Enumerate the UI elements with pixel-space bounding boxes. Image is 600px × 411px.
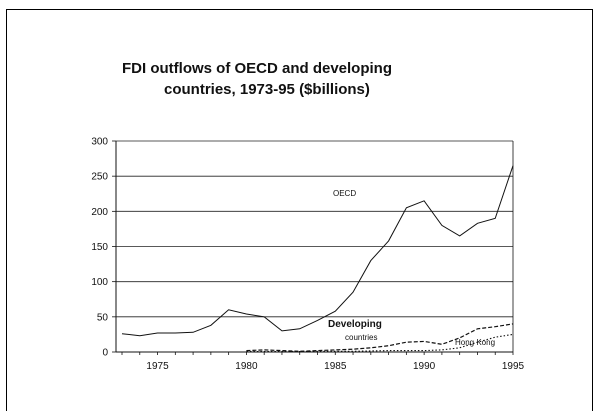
- annotation-developing: Developing: [328, 319, 382, 330]
- annotation-hong-kong: Hong Kong: [455, 338, 495, 347]
- y-tick-label-200: 200: [91, 207, 108, 218]
- x-tick-label-1990: 1990: [413, 361, 436, 372]
- y-tick-label-250: 250: [91, 172, 108, 183]
- y-tick-label-0: 0: [102, 348, 108, 359]
- figure-frame: [6, 9, 593, 411]
- annotation-oecd: OECD: [333, 189, 356, 198]
- chart-title: FDI outflows of OECD and developing coun…: [108, 58, 428, 100]
- y-tick-label-100: 100: [91, 277, 108, 288]
- chart-title-line-2: countries, 1973-95 ($billions): [164, 81, 370, 98]
- x-tick-label-1995: 1995: [502, 361, 525, 372]
- y-tick-label-50: 50: [97, 312, 109, 323]
- series-line-developing-countries: [246, 323, 514, 352]
- x-tick-label-1985: 1985: [324, 361, 347, 372]
- y-tick-label-150: 150: [91, 242, 108, 253]
- series-line-hong-kong: [246, 333, 514, 353]
- x-tick-label-1980: 1980: [235, 361, 258, 372]
- y-tick-label-300: 300: [91, 137, 108, 148]
- series-line-oecd: [121, 165, 514, 337]
- x-tick-label-1975: 1975: [146, 361, 169, 372]
- chart-title-line-1: FDI outflows of OECD and developing: [122, 60, 392, 77]
- annotation-countries: countries: [345, 333, 377, 342]
